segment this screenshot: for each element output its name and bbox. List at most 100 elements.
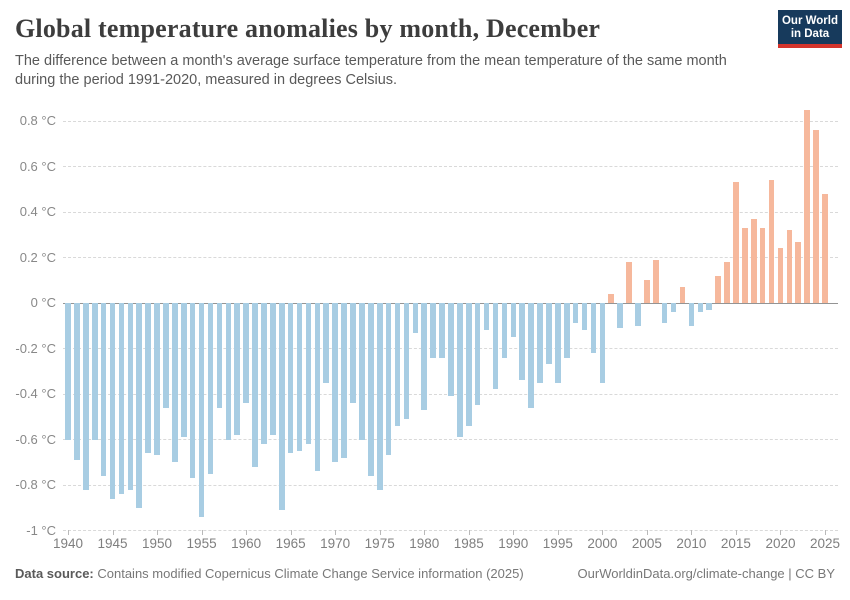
bar[interactable] <box>733 182 739 303</box>
bar[interactable] <box>644 280 650 303</box>
bar[interactable] <box>546 303 552 364</box>
bar[interactable] <box>483 303 490 330</box>
bar[interactable] <box>323 303 330 383</box>
bar[interactable] <box>278 303 285 510</box>
bar[interactable] <box>537 303 543 383</box>
owid-link[interactable]: OurWorldinData.org/climate-change | CC B… <box>577 566 835 581</box>
bar[interactable] <box>563 303 570 358</box>
bar[interactable] <box>813 130 819 303</box>
bar[interactable] <box>590 303 597 353</box>
bar[interactable] <box>750 219 757 303</box>
bar[interactable] <box>225 303 232 440</box>
bar[interactable] <box>670 303 677 312</box>
bar[interactable] <box>599 303 606 383</box>
bar[interactable] <box>394 303 401 426</box>
bar[interactable] <box>341 303 347 458</box>
bar[interactable] <box>216 303 223 408</box>
bar[interactable] <box>519 303 525 380</box>
bar[interactable] <box>368 303 374 476</box>
bar[interactable] <box>528 303 534 408</box>
bar[interactable] <box>510 303 517 337</box>
bar[interactable] <box>261 303 267 444</box>
x-axis-tick <box>735 530 737 535</box>
bar[interactable] <box>287 303 294 453</box>
bar[interactable] <box>74 303 80 460</box>
bar[interactable] <box>742 228 748 303</box>
x-axis-tick <box>468 530 470 535</box>
x-axis-tick-label: 1990 <box>498 536 529 551</box>
bar[interactable] <box>652 260 659 303</box>
bar[interactable] <box>581 303 588 330</box>
bar[interactable] <box>154 303 160 455</box>
bar[interactable] <box>136 303 143 508</box>
bar[interactable] <box>198 303 205 517</box>
bar[interactable] <box>350 303 356 403</box>
bar[interactable] <box>172 303 178 462</box>
x-axis-tick-label: 1975 <box>364 536 395 551</box>
bar[interactable] <box>679 287 686 303</box>
bar[interactable] <box>234 303 240 435</box>
bar[interactable] <box>385 303 392 455</box>
bar[interactable] <box>501 303 508 358</box>
bar[interactable] <box>207 303 214 474</box>
bar[interactable] <box>768 180 775 303</box>
bar[interactable] <box>661 303 668 323</box>
bar[interactable] <box>697 303 704 312</box>
y-axis-tick-label: 0.8 °C <box>19 113 56 128</box>
owid-logo[interactable]: Our World in Data <box>778 10 842 48</box>
bar[interactable] <box>270 303 276 435</box>
bar[interactable] <box>91 303 98 440</box>
bar[interactable] <box>100 303 107 476</box>
bar[interactable] <box>403 303 410 419</box>
data-source-note: Data source: Contains modified Copernicu… <box>15 566 524 581</box>
bar[interactable] <box>572 303 579 323</box>
bar[interactable] <box>421 303 428 410</box>
bar[interactable] <box>127 303 134 490</box>
bar[interactable] <box>118 303 125 494</box>
bar[interactable] <box>688 303 695 326</box>
bar[interactable] <box>777 248 784 303</box>
bar[interactable] <box>145 303 151 453</box>
bar[interactable] <box>706 303 713 310</box>
bar[interactable] <box>759 228 766 303</box>
bar[interactable] <box>359 303 365 440</box>
bar[interactable] <box>430 303 436 358</box>
bar[interactable] <box>314 303 321 471</box>
bar[interactable] <box>180 303 187 437</box>
bar[interactable] <box>332 303 338 462</box>
bar[interactable] <box>786 230 793 303</box>
bar[interactable] <box>626 262 632 303</box>
bar[interactable] <box>305 303 312 444</box>
bar[interactable] <box>795 242 802 303</box>
bar[interactable] <box>608 294 615 303</box>
gridline <box>63 166 838 167</box>
bar[interactable] <box>243 303 249 403</box>
bar[interactable] <box>804 110 810 303</box>
bar[interactable] <box>448 303 454 396</box>
bar[interactable] <box>555 303 561 383</box>
bar[interactable] <box>617 303 623 328</box>
gridline <box>63 439 838 440</box>
bar[interactable] <box>296 303 303 451</box>
bar[interactable] <box>109 303 116 499</box>
bar[interactable] <box>492 303 499 389</box>
bar[interactable] <box>252 303 258 467</box>
bar[interactable] <box>65 303 71 440</box>
bar[interactable] <box>724 262 730 303</box>
bar[interactable] <box>457 303 463 437</box>
bar[interactable] <box>465 303 472 426</box>
bar[interactable] <box>376 303 383 490</box>
x-axis-tick-label: 1980 <box>409 536 440 551</box>
bar[interactable] <box>163 303 169 408</box>
page-title: Global temperature anomalies by month, D… <box>15 14 601 43</box>
bar[interactable] <box>715 276 721 303</box>
x-axis-tick <box>513 530 515 535</box>
bar[interactable] <box>189 303 196 478</box>
bar[interactable] <box>474 303 481 405</box>
bar[interactable] <box>412 303 419 333</box>
bar[interactable] <box>822 194 828 303</box>
bar[interactable] <box>83 303 89 490</box>
bar[interactable] <box>635 303 641 326</box>
bar[interactable] <box>439 303 445 358</box>
